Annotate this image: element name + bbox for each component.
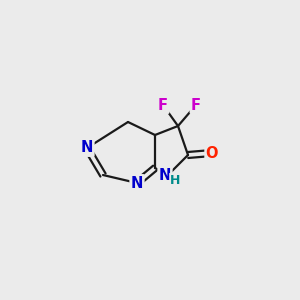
Text: N: N <box>81 140 93 155</box>
Text: N: N <box>131 176 143 190</box>
Text: O: O <box>206 146 218 160</box>
Text: N: N <box>159 167 171 182</box>
Text: H: H <box>170 173 180 187</box>
Text: F: F <box>191 98 201 112</box>
Text: F: F <box>158 98 168 112</box>
